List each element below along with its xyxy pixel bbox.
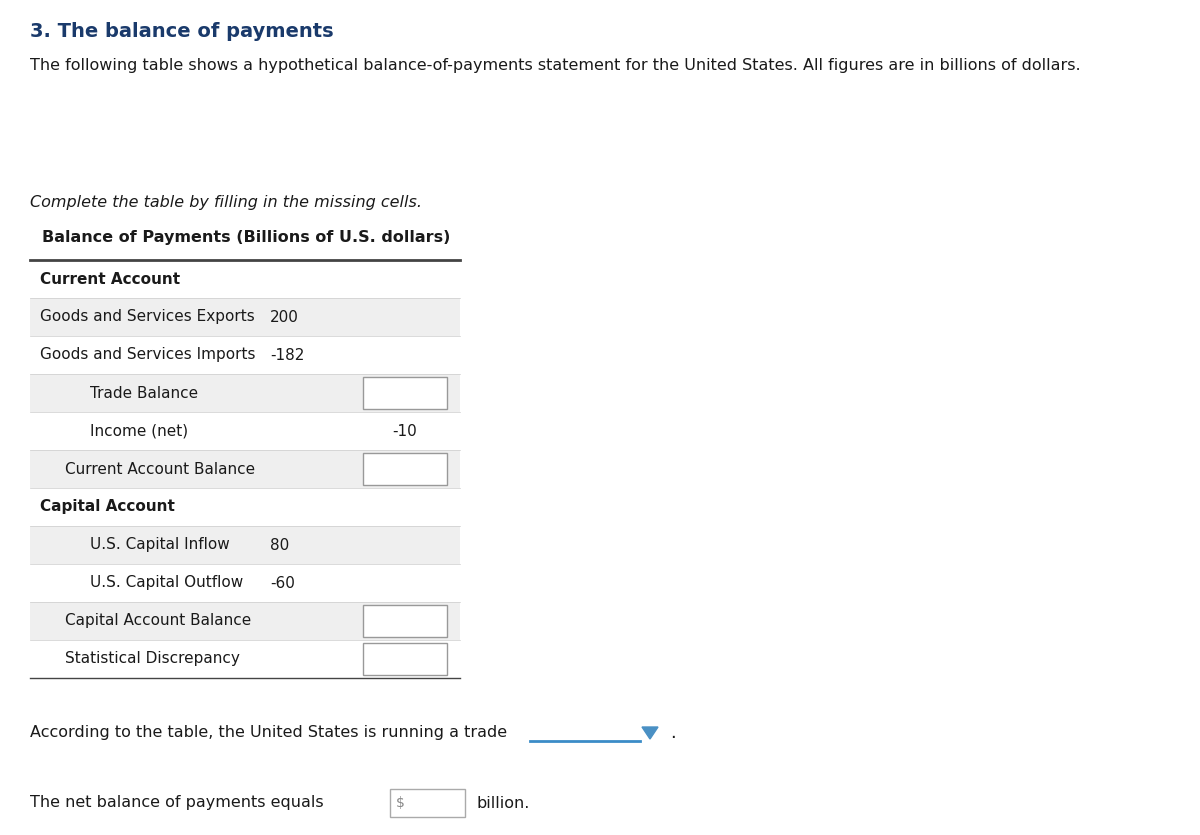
Bar: [30, 526, 460, 564]
Bar: [30, 298, 460, 336]
Text: Statistical Discrepancy: Statistical Discrepancy: [65, 651, 240, 666]
Text: .: .: [670, 724, 676, 742]
Text: According to the table, the United States is running a trade: According to the table, the United State…: [30, 726, 508, 741]
Text: -10: -10: [392, 423, 418, 438]
Text: Income (net): Income (net): [90, 423, 188, 438]
Text: U.S. Capital Outflow: U.S. Capital Outflow: [90, 575, 244, 590]
Bar: [364, 643, 446, 675]
Text: The net balance of payments equals: The net balance of payments equals: [30, 796, 324, 811]
Bar: [30, 412, 460, 450]
Text: Complete the table by filling in the missing cells.: Complete the table by filling in the mis…: [30, 195, 422, 210]
Bar: [390, 789, 466, 817]
Text: Balance of Payments (Billions of U.S. dollars): Balance of Payments (Billions of U.S. do…: [42, 230, 450, 245]
Text: -60: -60: [270, 575, 295, 590]
Text: Capital Account: Capital Account: [40, 499, 175, 514]
Text: -182: -182: [270, 347, 305, 362]
Text: Current Account Balance: Current Account Balance: [65, 462, 256, 477]
Bar: [30, 450, 460, 488]
Polygon shape: [642, 727, 658, 739]
Text: Trade Balance: Trade Balance: [90, 386, 198, 401]
Bar: [30, 374, 460, 412]
Text: Goods and Services Imports: Goods and Services Imports: [40, 347, 256, 362]
Text: 200: 200: [270, 310, 299, 325]
Text: Capital Account Balance: Capital Account Balance: [65, 614, 251, 629]
Text: Current Account: Current Account: [40, 271, 180, 286]
Text: $: $: [396, 796, 404, 810]
Bar: [30, 602, 460, 640]
Text: 80: 80: [270, 538, 289, 553]
Bar: [30, 564, 460, 602]
Bar: [30, 336, 460, 374]
Bar: [30, 260, 460, 298]
Bar: [30, 488, 460, 526]
Bar: [364, 605, 446, 637]
Bar: [364, 453, 446, 485]
Text: Goods and Services Exports: Goods and Services Exports: [40, 310, 254, 325]
Text: U.S. Capital Inflow: U.S. Capital Inflow: [90, 538, 229, 553]
Bar: [364, 377, 446, 409]
Text: billion.: billion.: [478, 796, 530, 811]
Text: The following table shows a hypothetical balance-of-payments statement for the U: The following table shows a hypothetical…: [30, 58, 1081, 73]
Bar: [30, 640, 460, 678]
Text: 3. The balance of payments: 3. The balance of payments: [30, 22, 334, 41]
